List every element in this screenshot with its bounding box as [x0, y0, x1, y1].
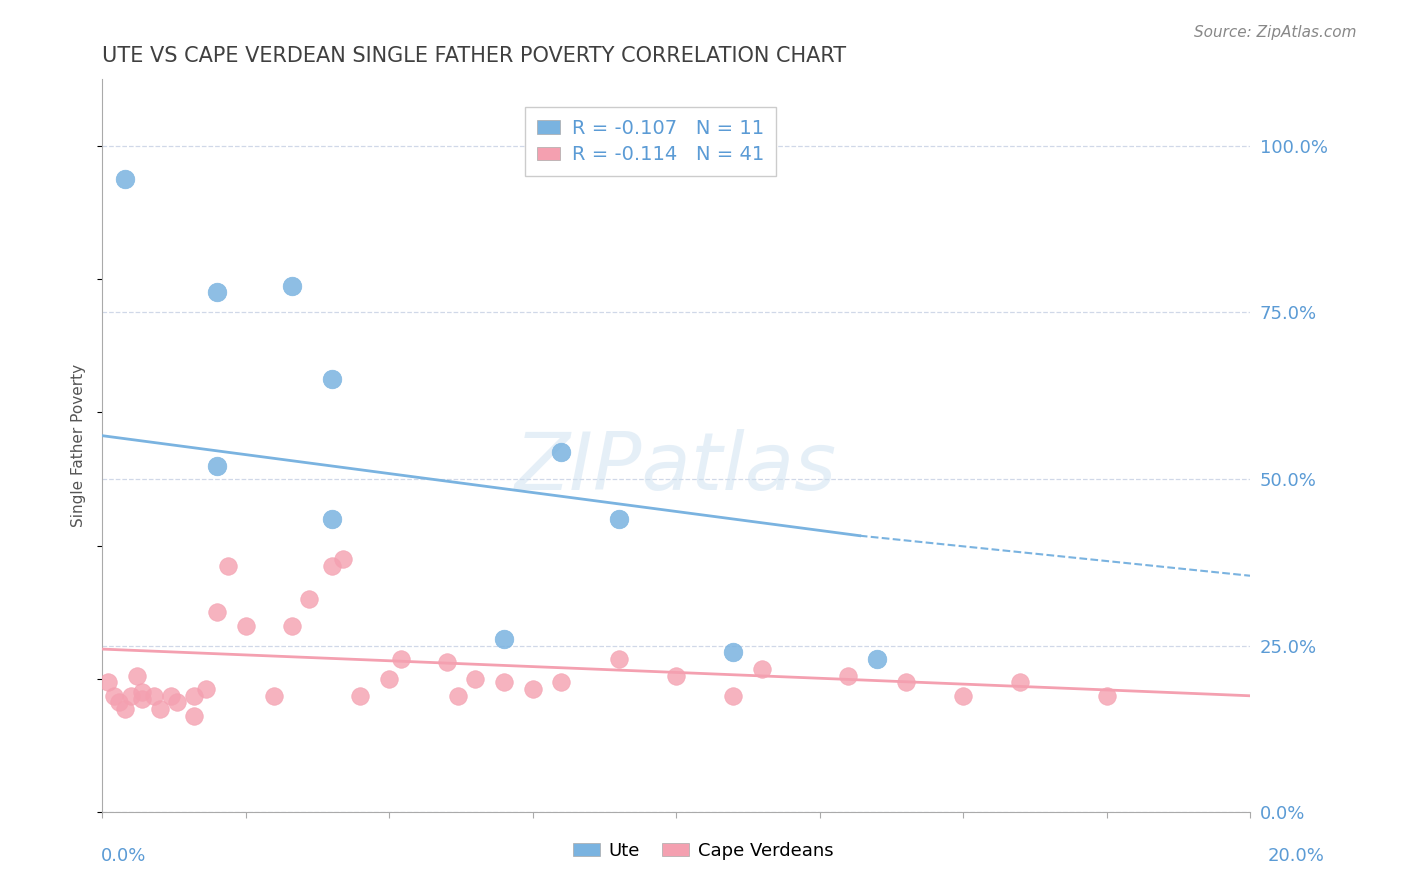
- Point: [120, 689, 142, 703]
- Text: Source: ZipAtlas.com: Source: ZipAtlas.com: [1194, 25, 1357, 40]
- Point: [114, 702, 136, 716]
- Point: [866, 652, 889, 666]
- Point: [205, 285, 228, 300]
- Point: [280, 278, 302, 293]
- Point: [464, 672, 486, 686]
- Point: [751, 662, 773, 676]
- Point: [436, 656, 458, 670]
- Point: [103, 689, 125, 703]
- Point: [522, 682, 544, 697]
- Point: [894, 675, 917, 690]
- Point: [1095, 689, 1118, 703]
- Point: [1010, 675, 1032, 690]
- Point: [114, 172, 136, 186]
- Point: [952, 689, 974, 703]
- Point: [321, 558, 343, 573]
- Point: [837, 669, 859, 683]
- Text: UTE VS CAPE VERDEAN SINGLE FATHER POVERTY CORRELATION CHART: UTE VS CAPE VERDEAN SINGLE FATHER POVERT…: [103, 46, 846, 66]
- Point: [183, 689, 205, 703]
- Point: [263, 689, 285, 703]
- Point: [205, 458, 228, 473]
- Point: [217, 558, 239, 573]
- Text: 20.0%: 20.0%: [1268, 847, 1324, 865]
- Point: [194, 682, 217, 697]
- Point: [125, 669, 148, 683]
- Point: [723, 645, 745, 659]
- Point: [332, 552, 354, 566]
- Point: [321, 372, 343, 386]
- Point: [131, 692, 153, 706]
- Point: [108, 695, 131, 709]
- Point: [321, 512, 343, 526]
- Text: ZIPatlas: ZIPatlas: [515, 429, 837, 507]
- Point: [183, 708, 205, 723]
- Point: [665, 669, 688, 683]
- Point: [550, 675, 572, 690]
- Point: [160, 689, 183, 703]
- Legend: Ute, Cape Verdeans: Ute, Cape Verdeans: [565, 835, 841, 867]
- Point: [723, 689, 745, 703]
- Point: [607, 652, 630, 666]
- Point: [492, 632, 515, 646]
- Point: [166, 695, 188, 709]
- Point: [205, 606, 228, 620]
- Point: [235, 619, 257, 633]
- Point: [550, 445, 572, 459]
- Point: [492, 675, 515, 690]
- Text: 0.0%: 0.0%: [101, 847, 146, 865]
- Point: [378, 672, 401, 686]
- Point: [97, 675, 120, 690]
- Point: [447, 689, 470, 703]
- Point: [349, 689, 371, 703]
- Point: [607, 512, 630, 526]
- Point: [298, 592, 321, 607]
- Y-axis label: Single Father Poverty: Single Father Poverty: [72, 364, 86, 527]
- Point: [131, 685, 153, 699]
- Point: [149, 702, 172, 716]
- Point: [389, 652, 412, 666]
- Legend: R = -0.107   N = 11, R = -0.114   N = 41: R = -0.107 N = 11, R = -0.114 N = 41: [524, 107, 776, 176]
- Point: [142, 689, 165, 703]
- Point: [280, 619, 302, 633]
